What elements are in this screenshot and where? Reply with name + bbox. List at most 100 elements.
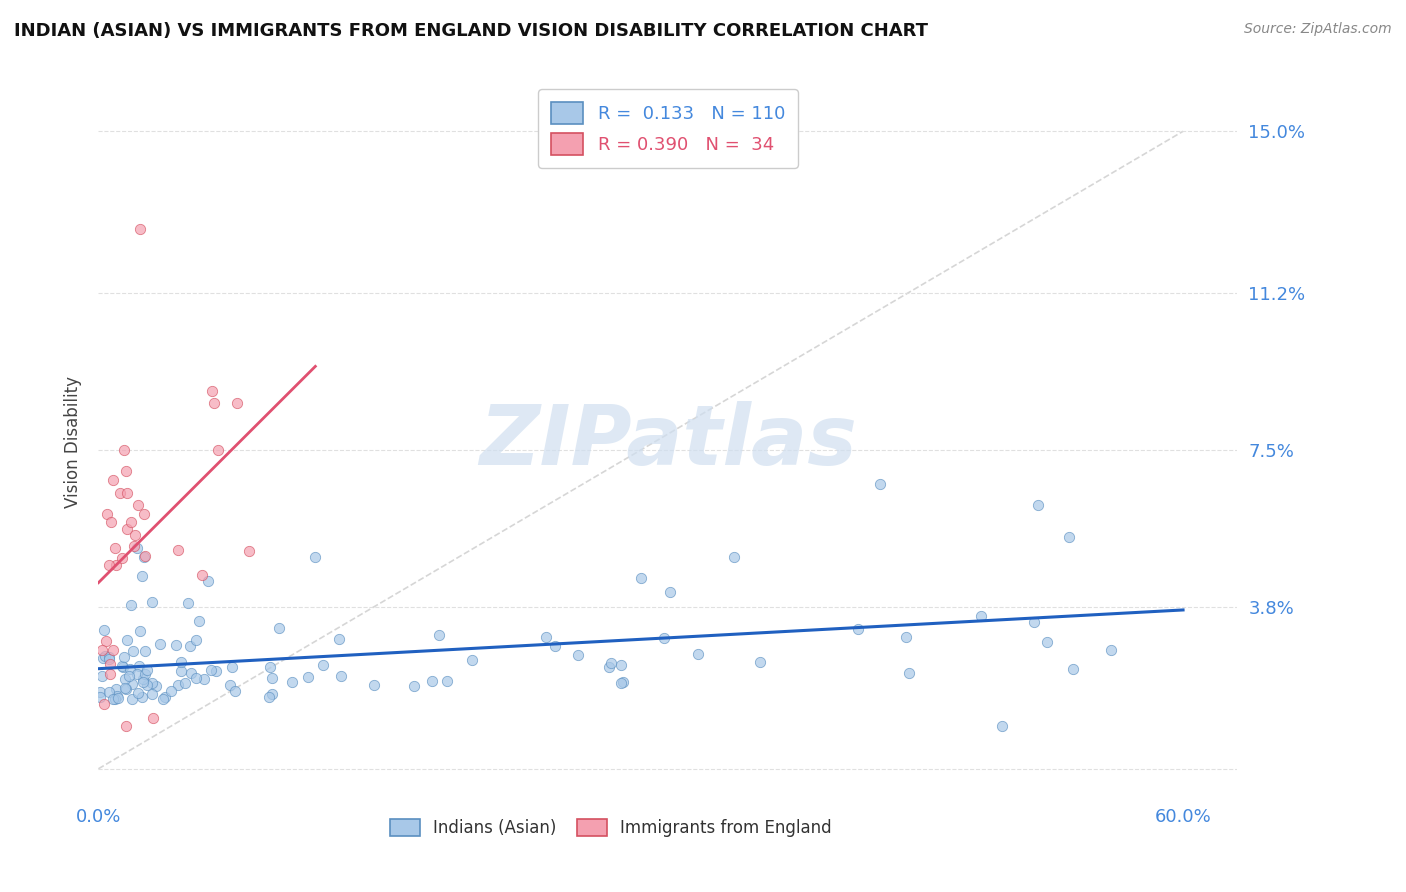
Point <box>129 222 152 236</box>
Point <box>115 632 138 647</box>
Point <box>599 657 621 671</box>
Point <box>127 686 149 700</box>
Point <box>111 550 134 565</box>
Text: ZIPatlas: ZIPatlas <box>479 401 856 482</box>
Point <box>610 676 633 690</box>
Point <box>122 644 145 658</box>
Point <box>94 634 117 648</box>
Point <box>869 476 891 491</box>
Point <box>1062 662 1084 676</box>
Point <box>200 663 222 677</box>
Point <box>207 443 229 458</box>
Point <box>436 673 458 688</box>
Point <box>177 596 200 610</box>
Point <box>173 675 195 690</box>
Point <box>104 681 127 696</box>
Point <box>120 598 142 612</box>
Point <box>141 675 163 690</box>
Point <box>169 665 191 679</box>
Point <box>132 672 155 686</box>
Point <box>112 443 135 458</box>
Point <box>149 637 172 651</box>
Point <box>91 642 114 657</box>
Point <box>186 632 208 647</box>
Point <box>118 669 141 683</box>
Point <box>112 649 135 664</box>
Point <box>281 675 304 690</box>
Point <box>131 690 153 705</box>
Point <box>197 574 219 588</box>
Point <box>221 659 243 673</box>
Point <box>193 672 215 686</box>
Point <box>104 692 127 706</box>
Point <box>129 624 152 638</box>
Point <box>114 681 136 695</box>
Point <box>93 624 115 638</box>
Point <box>127 666 149 681</box>
Point <box>120 516 142 530</box>
Point <box>127 498 149 512</box>
Point <box>104 541 127 555</box>
Point <box>101 642 124 657</box>
Point <box>141 687 163 701</box>
Point <box>128 659 150 673</box>
Point <box>612 674 634 689</box>
Point <box>91 669 114 683</box>
Text: INDIAN (ASIAN) VS IMMIGRANTS FROM ENGLAND VISION DISABILITY CORRELATION CHART: INDIAN (ASIAN) VS IMMIGRANTS FROM ENGLAN… <box>14 22 928 40</box>
Point <box>100 666 122 681</box>
Point <box>748 655 770 669</box>
Point <box>420 673 443 688</box>
Point <box>630 570 652 584</box>
Point <box>201 384 224 399</box>
Point <box>94 648 117 663</box>
Point <box>111 660 134 674</box>
Point <box>257 690 280 704</box>
Point <box>167 543 190 558</box>
Point <box>329 669 352 683</box>
Point <box>152 692 174 706</box>
Point <box>114 682 136 697</box>
Point <box>101 692 124 706</box>
Point <box>117 485 139 500</box>
Point <box>969 608 991 623</box>
Point <box>160 683 183 698</box>
Point <box>100 516 122 530</box>
Point <box>98 558 121 572</box>
Text: Source: ZipAtlas.com: Source: ZipAtlas.com <box>1244 22 1392 37</box>
Point <box>180 665 202 680</box>
Point <box>105 558 128 572</box>
Point <box>105 689 128 703</box>
Point <box>134 643 156 657</box>
Point <box>179 639 201 653</box>
Point <box>567 648 589 663</box>
Point <box>226 395 249 409</box>
Point <box>609 658 631 673</box>
Point <box>652 632 675 646</box>
Point <box>534 631 557 645</box>
Point <box>97 685 120 699</box>
Point <box>202 396 225 410</box>
Point <box>107 690 129 705</box>
Point <box>238 544 260 558</box>
Point <box>134 549 156 563</box>
Point <box>259 660 281 674</box>
Point <box>96 507 118 521</box>
Point <box>131 569 153 583</box>
Point <box>205 665 228 679</box>
Point <box>991 719 1014 733</box>
Legend: Indians (Asian), Immigrants from England: Indians (Asian), Immigrants from England <box>382 810 839 845</box>
Point <box>145 679 167 693</box>
Point <box>122 539 145 553</box>
Point <box>461 653 484 667</box>
Point <box>659 585 682 599</box>
Point <box>304 550 326 565</box>
Point <box>114 719 136 733</box>
Point <box>191 568 214 582</box>
Point <box>115 522 138 536</box>
Point <box>427 628 450 642</box>
Point <box>1057 530 1080 544</box>
Point <box>846 622 869 636</box>
Point <box>544 640 567 654</box>
Point <box>141 595 163 609</box>
Point <box>167 677 190 691</box>
